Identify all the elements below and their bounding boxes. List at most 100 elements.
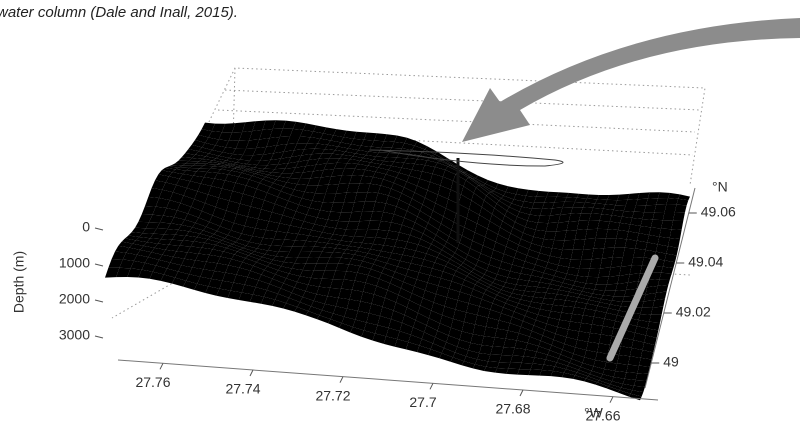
surface-patch: [521, 356, 535, 364]
surface-patch: [539, 277, 553, 285]
surface-patch: [611, 209, 624, 217]
surface-patch: [548, 284, 561, 290]
surface-patch: [642, 300, 655, 308]
surface-patch: [332, 228, 347, 236]
surface-patch: [626, 231, 639, 241]
surface-patch: [390, 277, 404, 289]
surface-patch: [306, 207, 320, 218]
surface-patch: [445, 166, 458, 175]
surface-patch: [476, 185, 489, 196]
surface-patch: [354, 272, 369, 283]
surface-patch: [579, 259, 592, 269]
surface-patch: [558, 286, 572, 292]
surface-patch: [404, 181, 418, 193]
surface-patch: [544, 292, 557, 300]
surface-patch: [438, 278, 452, 289]
surface-patch: [330, 279, 344, 289]
x-tick: [159, 363, 164, 370]
surface-patch: [541, 272, 555, 281]
surface-patch: [217, 169, 232, 175]
surface-patch: [601, 295, 614, 301]
surface-patch: [141, 262, 156, 272]
surface-patch: [591, 207, 604, 215]
surface-patch: [304, 185, 318, 194]
surface-patch: [466, 303, 480, 316]
surface-patch: [129, 243, 144, 250]
surface-patch: [578, 213, 592, 221]
surface-patch: [214, 172, 229, 181]
surface-patch: [432, 262, 446, 272]
surface-patch: [261, 168, 275, 173]
surface-patch: [105, 267, 120, 278]
surface-patch: [319, 310, 334, 320]
surface-patch: [278, 266, 292, 274]
surface-patch: [614, 238, 627, 248]
surface-patch: [516, 333, 530, 343]
surface-patch: [528, 369, 542, 376]
surface-patch: [657, 236, 670, 247]
surface-patch: [419, 338, 433, 350]
surface-patch: [188, 144, 202, 152]
surface-patch: [375, 229, 389, 239]
surface-patch: [381, 245, 395, 253]
surface-patch: [388, 165, 402, 173]
surface-patch: [277, 288, 292, 298]
surface-patch: [266, 137, 280, 147]
z-tick: [94, 335, 104, 339]
surface-patch: [324, 263, 339, 271]
surface-patch: [275, 270, 290, 279]
surface-patch: [250, 265, 265, 275]
surface-patch: [230, 164, 244, 167]
surface-patch: [354, 192, 368, 203]
surface-patch: [477, 279, 491, 288]
surface-patch: [288, 195, 302, 205]
surface-patch: [201, 142, 216, 150]
surface-patch: [195, 161, 210, 164]
surface-patch: [260, 153, 274, 161]
surface-patch: [373, 156, 387, 161]
surface-patch: [227, 164, 241, 168]
surface-patch: [503, 282, 517, 290]
surface-patch: [262, 176, 277, 183]
surface-patch: [624, 288, 637, 297]
surface-patch: [431, 239, 445, 250]
surface-patch: [546, 288, 559, 295]
surface-patch: [341, 202, 355, 213]
surface-patch: [355, 310, 369, 323]
surface-patch: [394, 239, 408, 249]
surface-patch: [146, 238, 162, 244]
surface-patch: [280, 283, 295, 293]
surface-patch: [232, 122, 246, 133]
surface-patch: [234, 167, 248, 171]
surface-patch: [666, 198, 679, 205]
surface-patch: [550, 304, 564, 313]
surface-patch: [492, 279, 506, 287]
surface-patch: [230, 282, 245, 293]
surface-patch: [316, 257, 330, 264]
surface-patch: [647, 234, 660, 245]
surface-patch: [575, 275, 588, 284]
surface-patch: [442, 159, 456, 167]
surface-patch: [159, 189, 173, 201]
surface-patch: [311, 224, 325, 233]
surface-patch: [460, 262, 474, 272]
surface-patch: [273, 179, 287, 187]
surface-patch: [450, 256, 464, 266]
surface-patch: [393, 302, 407, 315]
surface-patch: [656, 284, 669, 293]
surface-patch: [629, 347, 643, 358]
y-axis-label: °N: [712, 179, 728, 195]
surface-patch: [362, 256, 376, 265]
surface-patch: [162, 182, 177, 193]
surface-patch: [283, 143, 298, 152]
surface-patch: [621, 256, 634, 267]
surface-patch: [577, 268, 590, 277]
surface-patch: [489, 214, 503, 228]
surface-patch: [608, 384, 622, 391]
surface-patch: [208, 185, 222, 198]
surface-patch: [535, 287, 549, 293]
surface-patch: [122, 252, 138, 261]
surface-patch: [503, 246, 517, 258]
surface-patch: [428, 349, 442, 359]
surface-patch: [591, 316, 605, 326]
